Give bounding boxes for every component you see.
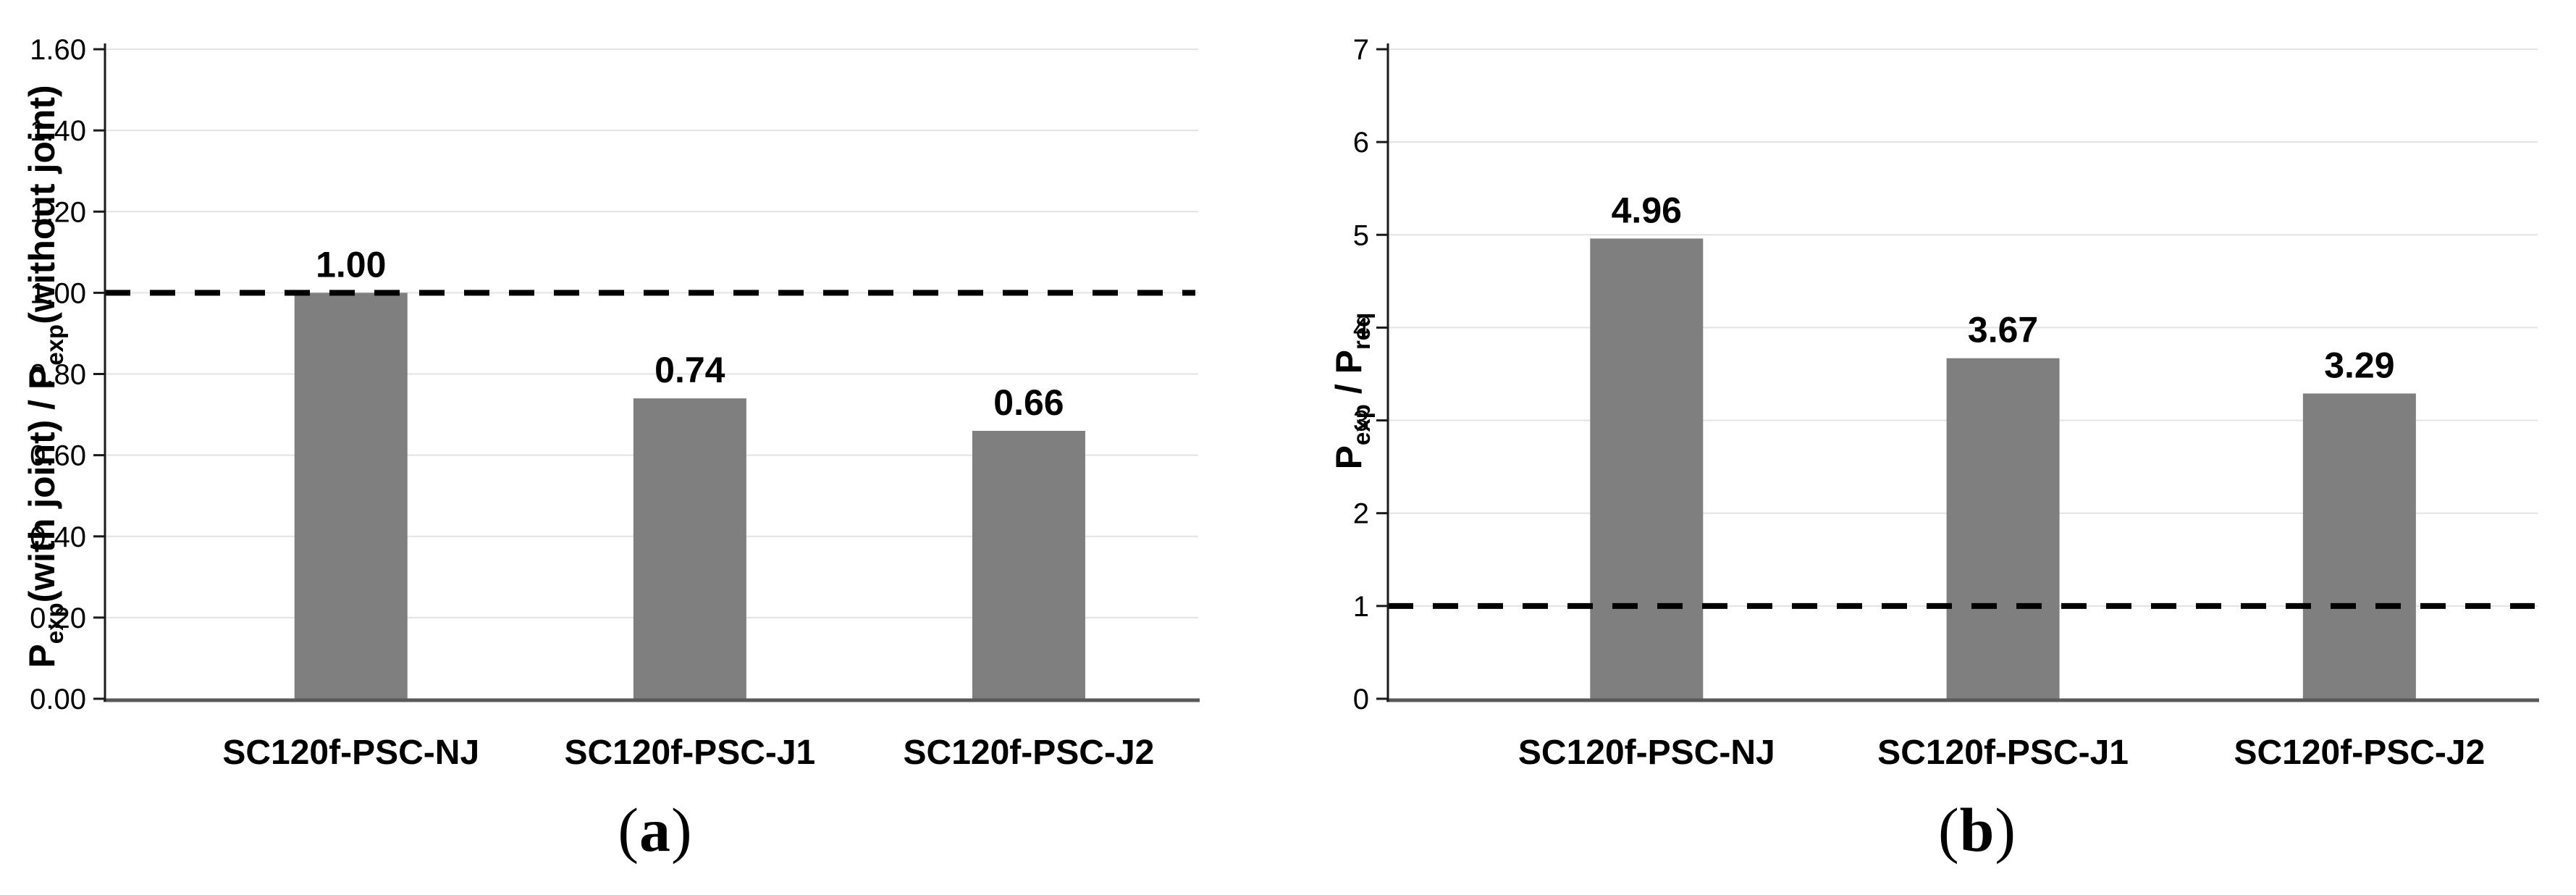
y-tick-label: 2 [1353, 498, 1369, 530]
panel-a-caption: (a) [18, 794, 1292, 866]
bar-value-label: 0.74 [654, 350, 725, 390]
y-tick-label: 0.80 [30, 359, 86, 391]
y-tick-label: 0 [1353, 684, 1369, 715]
x-category-label: SC120f-PSC-NJ [222, 734, 479, 772]
bar [633, 398, 746, 702]
y-tick-label: 1.60 [30, 34, 86, 66]
bar-value-label: 1.00 [316, 244, 386, 285]
y-tick-label: 1.40 [30, 115, 86, 147]
y-axis-title: Pexp(with joint) / Pexp(without joint) [22, 85, 68, 668]
y-tick-label: 0.40 [30, 521, 86, 553]
y-tick-label: 1.00 [30, 277, 86, 309]
panel-b: 0 1 2 3 4 5 6 7 4.96 3.67 3.29 SC120f-PSC-NJ SC120f-… [1289, 0, 2576, 895]
y-tick-label: 1.20 [30, 196, 86, 228]
x-category-label: SC120f-PSC-NJ [1518, 734, 1775, 772]
y-tick-label: 6 [1353, 127, 1369, 159]
x-category-label: SC120f-PSC-J2 [904, 734, 1155, 772]
bar-value-label: 4.96 [1612, 190, 1682, 230]
y-tick-label: 5 [1353, 219, 1369, 251]
bar [972, 430, 1085, 702]
y-tick-label: 4 [1353, 312, 1369, 344]
bar-value-label: 0.66 [993, 382, 1064, 423]
y-tick-label: 0.20 [30, 602, 86, 634]
y-tick-label: 1 [1353, 591, 1369, 623]
caption-open-paren: ( [1937, 795, 1960, 865]
caption-close-paren: ) [671, 795, 693, 865]
y-tick-label: 0.00 [30, 684, 86, 715]
y-tick-label: 7 [1353, 34, 1369, 66]
panel-b-caption: (b) [1334, 794, 2576, 866]
y-axis-title: Pexp / Preq [1329, 313, 1375, 470]
caption-letter: a [639, 795, 671, 865]
bar [294, 293, 408, 702]
panel-a: 0.00 0.20 0.40 0.60 0.80 1.00 1.20 1.40 1.60 1.00… [0, 0, 1274, 895]
bar-value-label: 3.67 [1968, 310, 2038, 350]
x-category-label: SC120f-PSC-J1 [564, 734, 815, 772]
x-category-label: SC120f-PSC-J1 [1877, 734, 2129, 772]
caption-open-paren: ( [618, 795, 639, 865]
bar [1590, 238, 1704, 702]
panel-b-bar-chart: 0 1 2 3 4 5 6 7 4.96 3.67 3.29 SC120f-PSC-NJ SC120f-… [1329, 34, 2539, 772]
bar [2302, 393, 2416, 702]
bar [1946, 358, 2060, 702]
caption-letter: b [1959, 795, 1995, 865]
bar-value-label: 3.29 [2324, 345, 2394, 385]
x-category-label: SC120f-PSC-J2 [2234, 734, 2485, 772]
caption-close-paren: ) [1995, 795, 2017, 865]
panel-a-bar-chart: 0.00 0.20 0.40 0.60 0.80 1.00 1.20 1.40 1.60 1.00… [22, 34, 1200, 772]
y-tick-label: 0.60 [30, 440, 86, 472]
y-tick-label: 3 [1353, 406, 1369, 437]
